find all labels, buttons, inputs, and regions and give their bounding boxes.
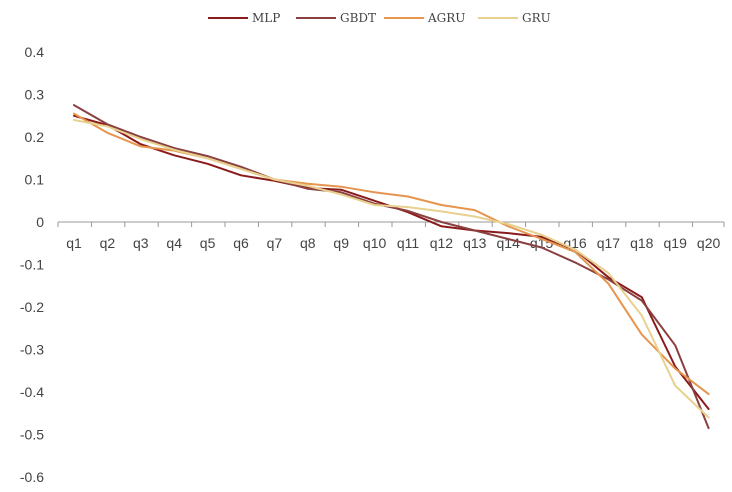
legend-label: AGRU	[427, 11, 465, 25]
x-tick-label: q7	[267, 235, 283, 251]
x-tick-label: q20	[697, 235, 721, 251]
x-tick-label: q4	[166, 235, 182, 251]
x-tick-label: q1	[66, 235, 82, 251]
legend-item-mlp: MLP	[208, 11, 280, 25]
y-tick-label: -0.5	[20, 427, 44, 443]
x-tick-label: q11	[397, 235, 420, 251]
x-tick-label: q18	[630, 235, 654, 251]
x-tick-label: q19	[664, 235, 688, 251]
y-tick-label: -0.2	[20, 299, 44, 315]
x-tick-label: q9	[333, 235, 349, 251]
legend: MLP GBDT AGRU GRU	[208, 11, 551, 25]
y-tick-label: -0.1	[20, 257, 44, 273]
y-tick-label: 0	[36, 214, 44, 230]
x-axis: q1 q2 q3 q4 q5 q6 q7 q8 q9 q10 q11 q12 q13 q14 q15 q16 q…	[57, 222, 725, 251]
x-tick-label: q3	[133, 235, 149, 251]
x-tick-label: q12	[430, 235, 454, 251]
y-tick-label: 0.2	[25, 129, 45, 145]
y-tick-label: 0.4	[25, 44, 45, 60]
x-tick-label: q14	[497, 235, 521, 251]
x-tick-label: q6	[233, 235, 249, 251]
y-tick-label: 0.1	[25, 172, 45, 188]
y-tick-label: -0.4	[20, 384, 44, 400]
y-tick-label: 0.3	[25, 87, 45, 103]
legend-label: GRU	[522, 11, 551, 25]
series-line-agru	[73, 112, 710, 396]
series-line-gbdt	[73, 104, 710, 430]
x-tick-label: q17	[597, 235, 621, 251]
x-tick-label: q2	[100, 235, 116, 251]
x-tick-label: q8	[300, 235, 316, 251]
x-tick-label: q13	[463, 235, 487, 251]
y-tick-label: -0.3	[20, 342, 44, 358]
series-line-gru	[73, 119, 710, 419]
legend-item-gru: GRU	[478, 11, 551, 25]
series-line-mlp	[73, 114, 710, 410]
x-tick-label: q10	[363, 235, 387, 251]
y-tick-label: -0.6	[20, 469, 44, 485]
legend-label: GBDT	[340, 11, 376, 25]
y-axis-tick-labels: 0.4 0.3 0.2 0.1 0 -0.1 -0.2 -0.3 -0.4 -0.5 -0.6	[20, 44, 44, 485]
x-tick-label: q5	[200, 235, 216, 251]
legend-item-gbdt: GBDT	[296, 11, 376, 25]
series-lines	[73, 104, 710, 430]
legend-item-agru: AGRU	[384, 11, 465, 25]
legend-label: MLP	[252, 11, 280, 25]
